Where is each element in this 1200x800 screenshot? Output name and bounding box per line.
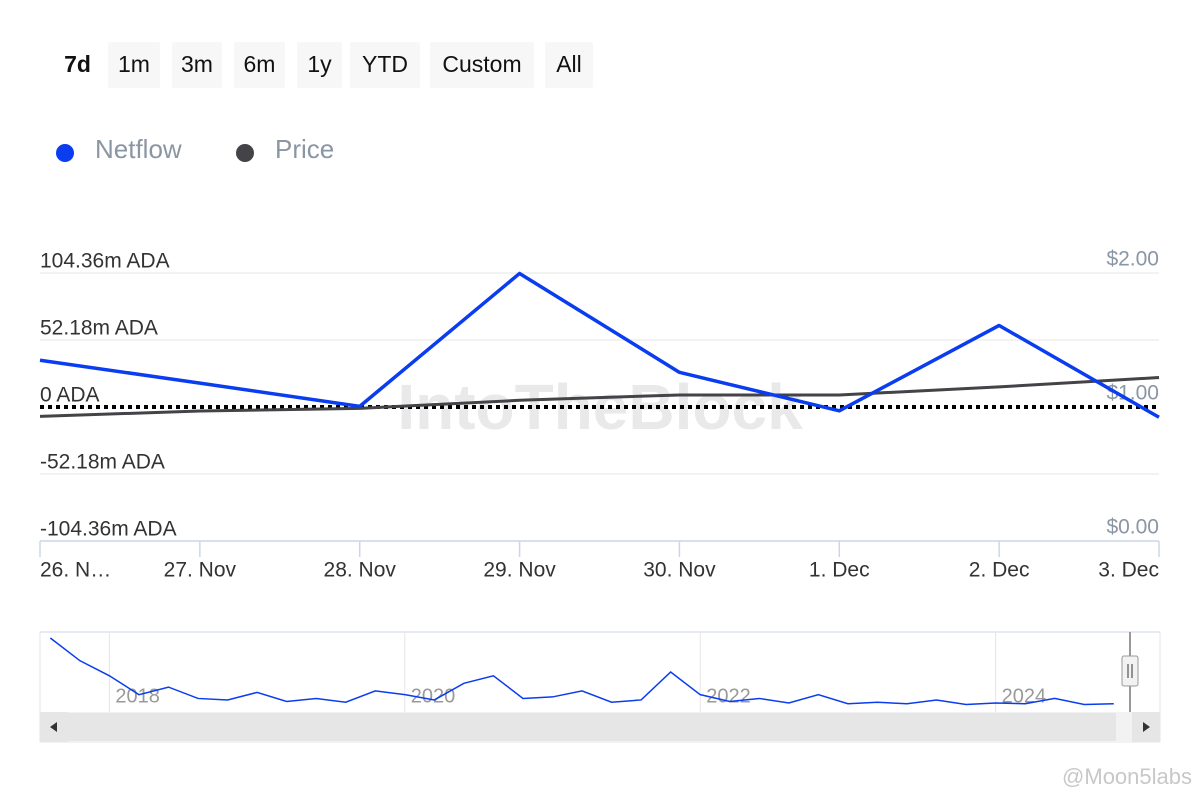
x-tick-label: 3. Dec: [1098, 559, 1159, 582]
x-tick-label: 27. Nov: [164, 559, 237, 582]
scroll-left-arrow: [50, 722, 57, 732]
scroll-right-arrow: [1143, 722, 1150, 732]
x-tick-label: 26. N…: [40, 559, 111, 582]
y-tick-label: 104.36m ADA: [40, 250, 170, 273]
range-button[interactable]: [172, 42, 222, 88]
x-tick-label: 30. Nov: [643, 559, 716, 582]
range-button-label[interactable]: YTD: [362, 51, 408, 77]
y-tick-label: -52.18m ADA: [40, 451, 165, 474]
range-button-label[interactable]: 6m: [244, 51, 276, 77]
y2-tick-label: $1.00: [1106, 382, 1159, 405]
y2-tick-label: $0.00: [1106, 516, 1159, 539]
x-tick-label: 1. Dec: [809, 559, 870, 582]
series-line: [39, 376, 1160, 418]
range-button-label[interactable]: 1y: [307, 51, 332, 77]
range-button-label[interactable]: 1m: [118, 51, 150, 77]
range-button[interactable]: [297, 42, 342, 88]
series-line: [39, 271, 1160, 419]
range-button[interactable]: [108, 42, 160, 88]
x-tick-label: 28. Nov: [324, 559, 397, 582]
range-button[interactable]: [350, 42, 420, 88]
range-button-label[interactable]: All: [556, 51, 582, 77]
range-button[interactable]: [55, 42, 100, 88]
range-button-label[interactable]: Custom: [442, 51, 521, 77]
y-tick-label: -104.36m ADA: [40, 518, 177, 541]
range-button[interactable]: [430, 42, 534, 88]
navigator-tick-label: 2020: [411, 685, 456, 707]
range-button[interactable]: [545, 42, 593, 88]
y-tick-label: 0 ADA: [40, 384, 100, 407]
navigator-tick-label: 2022: [706, 685, 751, 707]
legend-marker: [56, 144, 74, 162]
x-tick-label: 2. Dec: [969, 559, 1030, 582]
watermark: @Moon5labs: [1062, 764, 1192, 789]
range-button-label[interactable]: 7d: [64, 51, 91, 77]
y-tick-label: 52.18m ADA: [40, 317, 158, 340]
navigator-tick-label: 2018: [115, 685, 160, 707]
legend-label[interactable]: Netflow: [95, 134, 182, 164]
legend-label[interactable]: Price: [275, 134, 334, 164]
navigator-line: [49, 637, 1114, 706]
legend-marker: [236, 144, 254, 162]
y2-tick-label: $2.00: [1106, 248, 1159, 271]
x-tick-label: 29. Nov: [483, 559, 556, 582]
range-button[interactable]: [234, 42, 285, 88]
navigator-handle[interactable]: [1121, 655, 1139, 687]
scrollbar-thumb[interactable]: [68, 713, 1116, 741]
range-button-label[interactable]: 3m: [181, 51, 213, 77]
